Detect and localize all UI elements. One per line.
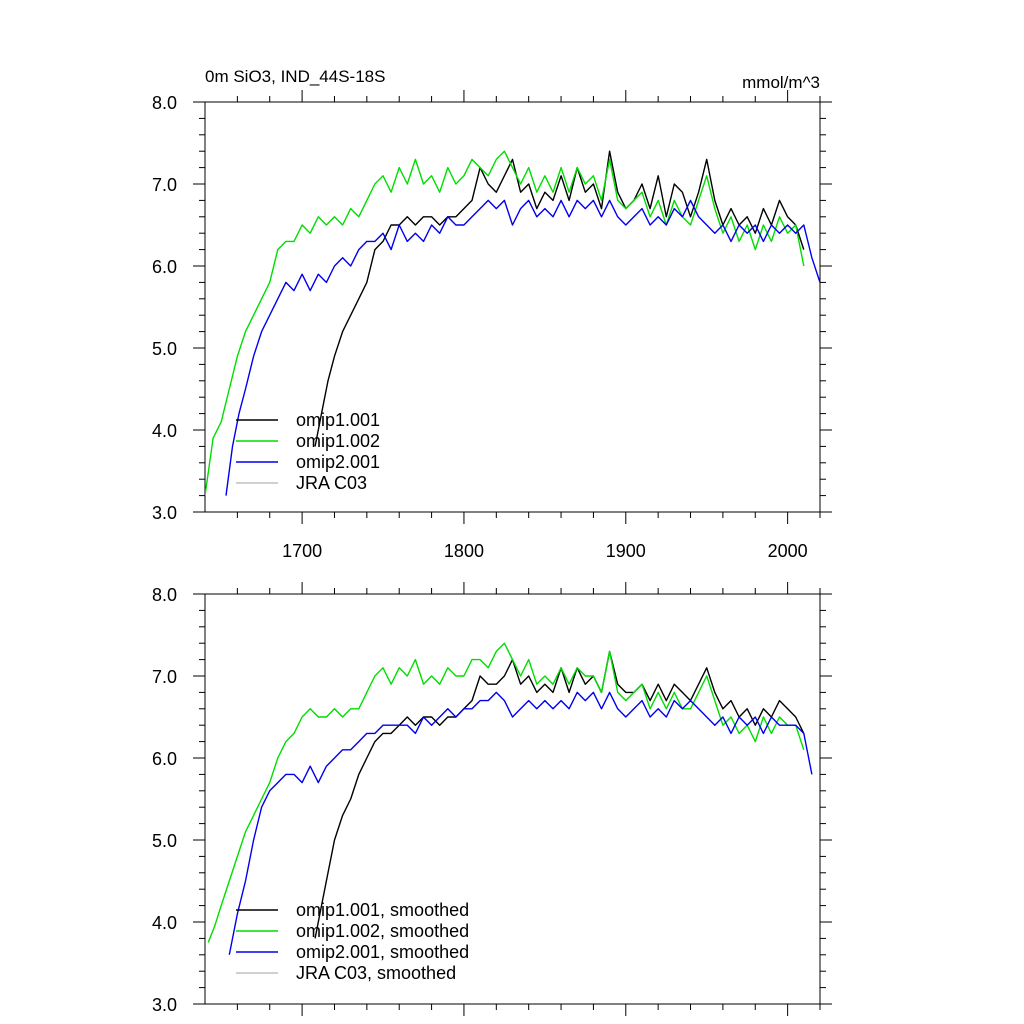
plot-frame <box>204 593 821 1005</box>
chart-title: 0m SiO3, IND_44S-18S <box>205 67 385 86</box>
series-line-omip1-001-smoothed <box>314 650 805 939</box>
y-tick-label: 6.0 <box>152 749 177 769</box>
legend-label: JRA C03, smoothed <box>296 963 456 983</box>
legend-label: omip2.001, smoothed <box>296 942 469 962</box>
y-tick-label: 5.0 <box>152 831 177 851</box>
y-tick-label: 8.0 <box>152 585 177 605</box>
y-tick-label: 7.0 <box>152 667 177 687</box>
x-tick-label: 1700 <box>282 541 322 561</box>
x-tick-label: 1800 <box>444 541 484 561</box>
legend-label: JRA C03 <box>296 473 367 493</box>
plot-frame <box>204 101 821 513</box>
series-line-omip1-002-smoothed <box>207 642 805 943</box>
series-line-omip1-001 <box>314 150 805 447</box>
y-tick-label: 7.0 <box>152 175 177 195</box>
series-line-omip2-001 <box>225 199 820 496</box>
legend-label: omip1.002 <box>296 431 380 451</box>
legend-label: omip1.001 <box>296 410 380 430</box>
y-tick-label: 5.0 <box>152 339 177 359</box>
series-line-omip1-002 <box>205 150 805 496</box>
units-label: mmol/m^3 <box>742 73 820 92</box>
y-tick-label: 4.0 <box>152 421 177 441</box>
x-tick-label: 1900 <box>606 541 646 561</box>
y-tick-label: 3.0 <box>152 995 177 1015</box>
legend-label: omip2.001 <box>296 452 380 472</box>
legend-label: omip1.001, smoothed <box>296 900 469 920</box>
legend-label: omip1.002, smoothed <box>296 921 469 941</box>
y-tick-label: 8.0 <box>152 93 177 113</box>
x-tick-label: 2000 <box>768 541 808 561</box>
y-tick-label: 4.0 <box>152 913 177 933</box>
top-panel: 3.0 4.0 5.0 6.0 7.0 8.0 1700 1800 1900 2000 0m SiO… <box>152 67 832 561</box>
y-tick-label: 3.0 <box>152 503 177 523</box>
y-tick-label: 6.0 <box>152 257 177 277</box>
series-line-omip2-001-smoothed <box>228 691 813 955</box>
